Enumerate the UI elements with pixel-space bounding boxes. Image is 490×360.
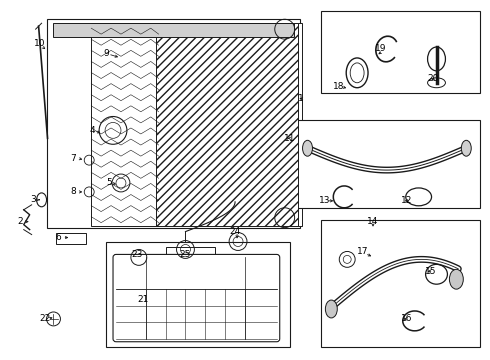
Bar [292,121,480,208]
Text: 3: 3 [31,195,37,204]
Text: 4: 4 [89,126,95,135]
Text: 19: 19 [375,44,387,53]
Bar [106,242,290,347]
Text: 10: 10 [34,39,46,48]
Bar [295,23,301,226]
Text: 5: 5 [106,179,112,188]
Bar [166,247,215,264]
Ellipse shape [461,140,471,156]
Text: 7: 7 [71,154,76,163]
Text: 15: 15 [425,267,436,276]
Bar [56,233,86,244]
Bar [53,23,294,37]
Ellipse shape [325,300,337,318]
Text: 8: 8 [71,188,76,197]
Text: 13: 13 [318,196,330,205]
Text: 24: 24 [229,227,241,236]
Text: 20: 20 [428,74,439,83]
Text: 18: 18 [333,82,344,91]
Text: 17: 17 [357,247,369,256]
Bar [156,23,297,226]
Bar [321,220,480,347]
Text: 2: 2 [17,217,23,226]
Text: 21: 21 [137,294,148,303]
Text: 11: 11 [284,134,295,143]
Text: 6: 6 [55,233,61,242]
Text: 16: 16 [401,314,413,323]
Bar [91,23,159,226]
Text: 1: 1 [298,94,303,103]
Text: 14: 14 [368,217,379,226]
Bar [47,19,299,228]
Text: 25: 25 [180,250,191,259]
Ellipse shape [302,140,313,156]
Ellipse shape [449,269,464,289]
FancyBboxPatch shape [113,255,280,342]
Text: 23: 23 [131,250,143,259]
Text: 12: 12 [401,196,413,205]
Text: 22: 22 [39,314,50,323]
Text: 9: 9 [103,49,109,58]
Bar [321,11,480,93]
